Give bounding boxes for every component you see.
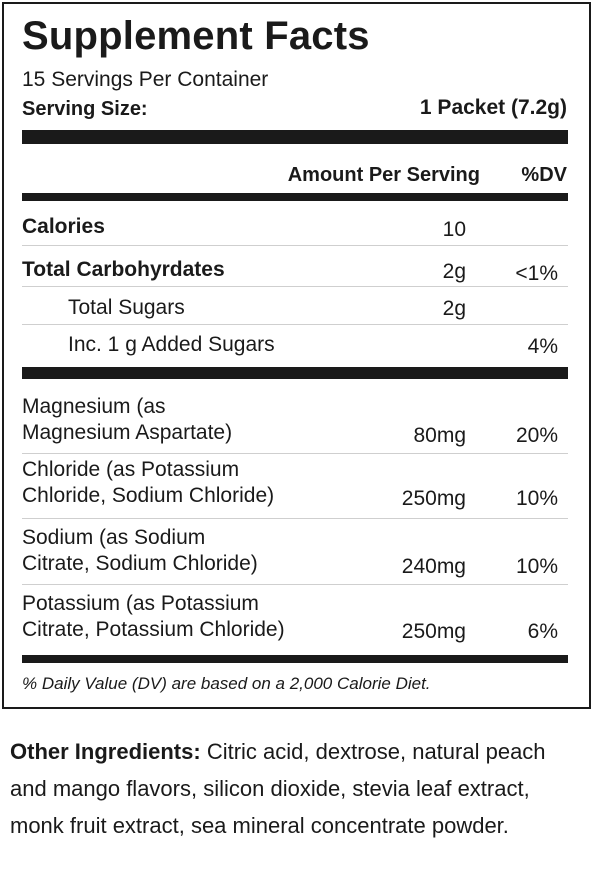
row-chloride-dv: 10% — [515, 487, 558, 510]
row-separator — [22, 584, 568, 585]
divider-thick — [22, 130, 568, 144]
row-carbs-amount: 2g — [442, 260, 466, 283]
row-sodium-line1: Sodium (as Sodium — [22, 526, 206, 549]
row-separator — [22, 245, 568, 246]
servings-per-container: 15 Servings Per Container — [22, 68, 269, 91]
row-chloride-amount: 250mg — [401, 487, 466, 510]
row-added-sugars-name: Inc. 1 g Added Sugars — [68, 333, 275, 356]
row-calories-name: Calories — [22, 215, 105, 238]
other-ingredients-text: Citric acid, dextrose, natural peach and… — [10, 739, 546, 838]
row-potassium-dv: 6% — [527, 620, 558, 643]
daily-value-footnote: % Daily Value (DV) are based on a 2,000 … — [22, 674, 431, 693]
row-carbs-dv: <1% — [515, 262, 558, 285]
row-potassium-line1: Potassium (as Potassium — [22, 592, 259, 615]
row-potassium-line2: Citrate, Potassium Chloride) — [22, 618, 285, 641]
panel-title: Supplement Facts — [22, 14, 370, 58]
row-carbs-name: Total Carbohyrdates — [22, 258, 225, 281]
other-ingredients-label: Other Ingredients: — [10, 739, 201, 764]
row-sugars-name: Total Sugars — [68, 296, 185, 319]
row-magnesium-dv: 20% — [515, 424, 558, 447]
supplement-facts-panel — [2, 2, 591, 709]
row-sodium-dv: 10% — [515, 555, 558, 578]
divider-medium — [22, 193, 568, 201]
row-magnesium-amount: 80mg — [413, 424, 466, 447]
row-added-sugars-dv: 4% — [527, 335, 558, 358]
row-chloride-line2: Chloride, Sodium Chloride) — [22, 484, 275, 507]
row-sodium-amount: 240mg — [401, 555, 466, 578]
row-calories-amount: 10 — [442, 218, 466, 241]
row-separator — [22, 324, 568, 325]
row-sugars-amount: 2g — [442, 297, 466, 320]
row-separator — [22, 453, 568, 454]
row-potassium-amount: 250mg — [401, 620, 466, 643]
row-sodium-line2: Citrate, Sodium Chloride) — [22, 552, 258, 575]
row-separator — [22, 286, 568, 287]
other-ingredients: Other Ingredients: Citric acid, dextrose… — [10, 733, 585, 844]
row-chloride-line1: Chloride (as Potassium — [22, 458, 240, 481]
amount-per-serving-header: Amount Per Serving — [287, 164, 480, 186]
row-separator — [22, 518, 568, 519]
serving-size-label: Serving Size: — [22, 98, 148, 120]
divider-thick — [22, 367, 568, 379]
row-magnesium-line2: Magnesium Aspartate) — [22, 421, 233, 444]
dv-header: %DV — [521, 164, 567, 186]
row-magnesium-line1: Magnesium (as — [22, 395, 166, 418]
divider-medium — [22, 655, 568, 663]
serving-size-value: 1 Packet (7.2g) — [419, 96, 567, 119]
